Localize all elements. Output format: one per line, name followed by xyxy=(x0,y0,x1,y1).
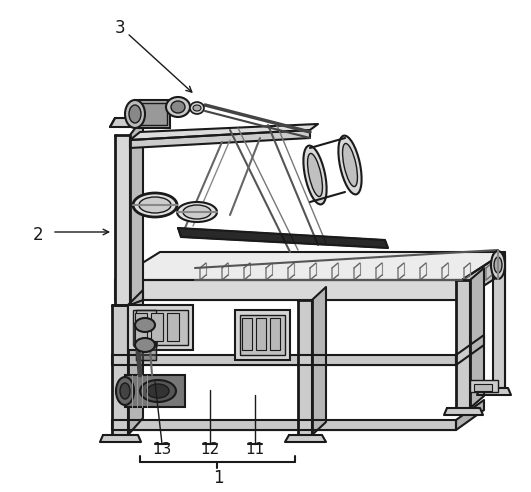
Polygon shape xyxy=(456,400,484,430)
Text: 13: 13 xyxy=(152,442,172,458)
Ellipse shape xyxy=(135,318,155,332)
Polygon shape xyxy=(112,420,456,430)
Ellipse shape xyxy=(139,197,171,213)
Polygon shape xyxy=(130,118,143,305)
Polygon shape xyxy=(112,305,128,435)
Bar xyxy=(125,375,185,407)
Bar xyxy=(167,313,179,341)
Ellipse shape xyxy=(147,384,169,398)
Bar xyxy=(135,100,170,128)
Bar xyxy=(151,313,163,341)
Polygon shape xyxy=(112,355,456,365)
Bar xyxy=(138,103,167,125)
Ellipse shape xyxy=(338,136,362,194)
Polygon shape xyxy=(136,310,156,360)
Polygon shape xyxy=(462,252,505,300)
Ellipse shape xyxy=(116,377,134,405)
Ellipse shape xyxy=(303,146,327,204)
Polygon shape xyxy=(128,290,143,435)
Ellipse shape xyxy=(129,105,141,123)
Bar xyxy=(133,310,188,345)
Polygon shape xyxy=(285,435,326,442)
Ellipse shape xyxy=(494,257,502,273)
Polygon shape xyxy=(444,408,483,415)
Text: 1: 1 xyxy=(213,469,224,487)
Bar xyxy=(240,315,285,355)
Ellipse shape xyxy=(491,251,505,279)
Polygon shape xyxy=(493,255,505,388)
Ellipse shape xyxy=(193,105,201,111)
Bar xyxy=(235,310,290,360)
Polygon shape xyxy=(298,300,312,435)
Ellipse shape xyxy=(120,383,130,399)
Polygon shape xyxy=(477,388,511,395)
Polygon shape xyxy=(312,287,326,435)
Polygon shape xyxy=(456,335,484,365)
Ellipse shape xyxy=(140,380,176,402)
Polygon shape xyxy=(115,280,462,300)
Bar xyxy=(474,384,492,391)
Polygon shape xyxy=(100,435,141,442)
Ellipse shape xyxy=(177,202,217,222)
Polygon shape xyxy=(115,252,505,280)
Ellipse shape xyxy=(183,205,211,219)
Polygon shape xyxy=(456,280,470,408)
Bar xyxy=(256,318,266,350)
Bar xyxy=(128,305,193,350)
Polygon shape xyxy=(178,228,388,248)
Text: 11: 11 xyxy=(245,442,264,458)
Ellipse shape xyxy=(171,101,185,113)
Polygon shape xyxy=(110,118,143,127)
Polygon shape xyxy=(130,130,310,148)
Bar xyxy=(242,318,252,350)
Polygon shape xyxy=(115,135,130,305)
Ellipse shape xyxy=(133,193,177,217)
Text: 3: 3 xyxy=(115,19,125,37)
Ellipse shape xyxy=(135,338,155,352)
Text: 12: 12 xyxy=(200,442,220,458)
Bar xyxy=(470,380,498,392)
Ellipse shape xyxy=(166,97,190,117)
Polygon shape xyxy=(470,268,484,408)
Text: 2: 2 xyxy=(33,226,44,244)
Ellipse shape xyxy=(342,144,357,186)
Bar xyxy=(270,318,280,350)
Ellipse shape xyxy=(190,102,204,114)
Ellipse shape xyxy=(125,100,145,128)
Bar xyxy=(135,313,147,341)
Ellipse shape xyxy=(307,154,322,197)
Polygon shape xyxy=(130,124,318,140)
